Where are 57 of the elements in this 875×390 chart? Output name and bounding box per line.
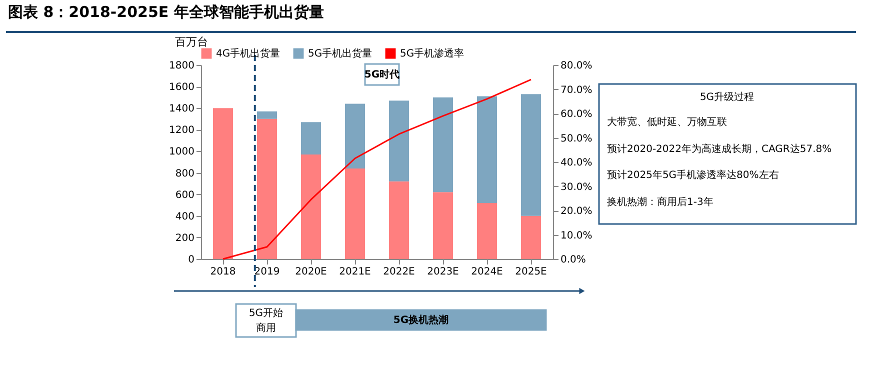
y2-tick-label: 70.0% xyxy=(560,84,592,96)
bar xyxy=(345,104,365,168)
bar xyxy=(433,192,453,259)
y-tick-label: 400 xyxy=(175,211,194,222)
y2-tick-label: 10.0% xyxy=(560,230,592,242)
x-tick-label: 2022E xyxy=(383,266,415,278)
y-tick-label: 1800 xyxy=(169,60,194,72)
text: 5G升级过程 xyxy=(700,91,754,103)
bar xyxy=(389,100,409,182)
x-tick-label: 2019 xyxy=(254,266,280,278)
y2-tick-label: 0.0% xyxy=(560,254,586,266)
y-tick-label: 1200 xyxy=(169,125,194,136)
y-tick-label: 200 xyxy=(175,232,194,244)
bar xyxy=(301,122,321,154)
legend-label: 4G手机出货量 xyxy=(216,48,280,60)
bar xyxy=(433,97,453,192)
x-tick-label: 2020E xyxy=(295,266,327,278)
y-tick-label: 800 xyxy=(175,168,194,180)
y2-tick-label: 20.0% xyxy=(560,206,592,217)
y-tick-label: 0 xyxy=(188,254,194,266)
bar xyxy=(477,202,497,259)
legend-label: 5G手机渗透率 xyxy=(400,48,464,60)
bar xyxy=(301,154,321,259)
text: 换机热潮：商用后1-3年 xyxy=(607,196,714,208)
text: 大带宽、低时延、万物互联 xyxy=(607,116,727,128)
x-tick-label: 2021E xyxy=(339,266,371,278)
text: 预计2020-2022年为高速成长期，CAGR达57.8% xyxy=(607,143,832,155)
x-tick-label: 2025E xyxy=(515,266,547,278)
bar xyxy=(345,168,365,259)
x-tick-label: 2018 xyxy=(210,266,236,278)
x-tick-label: 2024E xyxy=(471,266,503,278)
x-tick-label: 2023E xyxy=(427,266,459,278)
text: 商用 xyxy=(256,322,276,334)
bar xyxy=(521,94,541,216)
text: 预计2025年5G手机渗透率达80%左右 xyxy=(607,169,779,181)
y-tick-label: 1000 xyxy=(169,146,194,158)
y-axis-title: 百万台 xyxy=(175,36,208,48)
bar xyxy=(521,216,541,259)
bar xyxy=(213,108,233,259)
line-series xyxy=(222,78,532,260)
y2-tick-label: 50.0% xyxy=(560,133,592,144)
y2-tick-label: 40.0% xyxy=(560,158,592,168)
bar xyxy=(477,96,497,203)
y2-tick-label: 30.0% xyxy=(560,182,592,193)
annotation: 5G时代 xyxy=(364,68,400,80)
y-tick-label: 1400 xyxy=(169,104,194,115)
text: 5G开始 xyxy=(248,308,284,319)
y-tick-label: 1600 xyxy=(169,82,194,94)
y2-tick-label: 60.0% xyxy=(560,109,592,120)
chart-title: 图表 8：2018-2025E 年全球智能手机出货量 xyxy=(8,3,324,21)
text: 5G换机热潮 xyxy=(393,314,449,326)
legend-label: 5G手机出货量 xyxy=(308,48,372,60)
bar xyxy=(257,111,277,119)
y2-tick-label: 80.0% xyxy=(560,60,592,72)
y-tick-label: 600 xyxy=(175,190,194,201)
bar xyxy=(257,118,277,259)
bar xyxy=(389,181,409,259)
